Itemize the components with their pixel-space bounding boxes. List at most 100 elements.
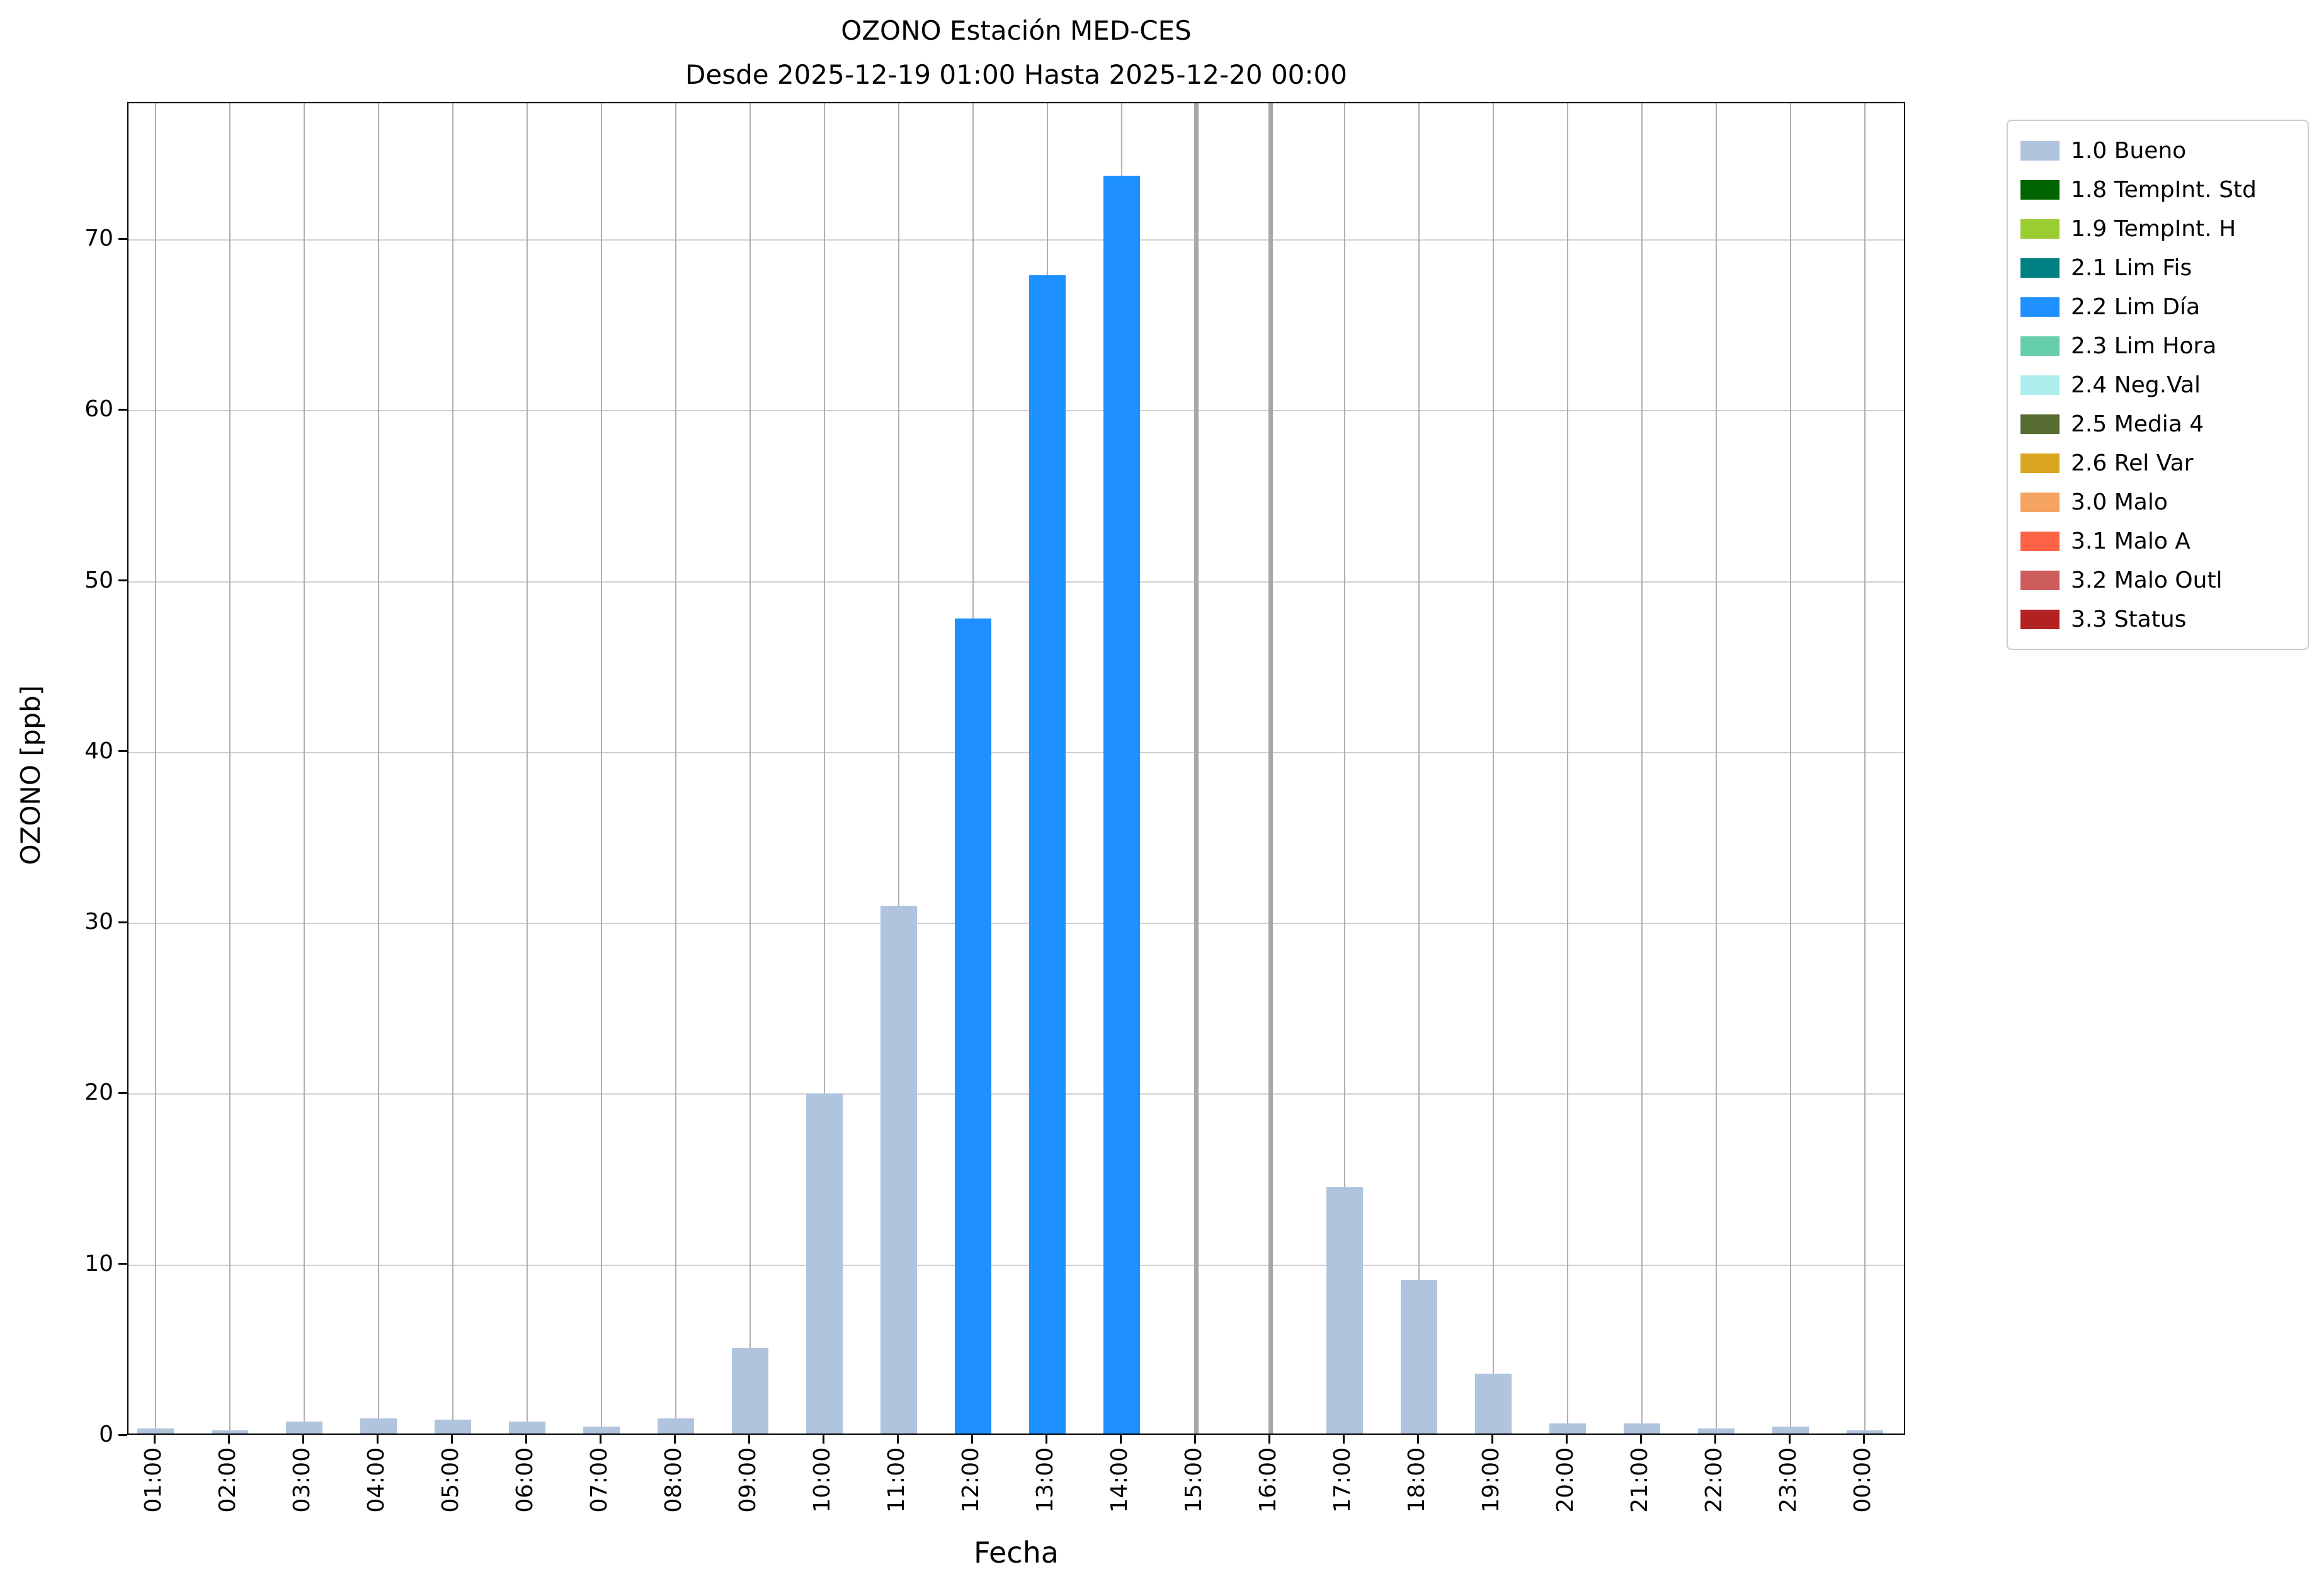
plot-area — [127, 102, 1905, 1435]
y-axis-label: OZONO [ppb] — [15, 685, 46, 865]
legend-label: 2.6 Rel Var — [2071, 450, 2194, 476]
x-tick-mark — [1119, 1435, 1122, 1444]
x-tick-label: 07:00 — [586, 1447, 612, 1513]
y-tick-mark — [118, 1092, 127, 1094]
y-tick-label: 60 — [84, 396, 113, 423]
x-tick-mark — [1714, 1435, 1716, 1444]
x-tick-mark — [748, 1435, 750, 1444]
gridline-vertical — [1418, 103, 1420, 1434]
x-tick-label: 04:00 — [363, 1447, 389, 1513]
legend-swatch — [2020, 258, 2060, 278]
legend-swatch — [2020, 414, 2060, 434]
x-tick-label: 20:00 — [1553, 1447, 1578, 1513]
bar-19:00 — [1475, 1374, 1512, 1434]
x-tick-mark — [302, 1435, 304, 1444]
x-tick-mark — [1342, 1435, 1345, 1444]
y-tick-label: 50 — [84, 567, 113, 593]
missing-data-marker — [1268, 103, 1273, 1434]
x-tick-label: 00:00 — [1850, 1447, 1876, 1513]
legend-swatch — [2020, 180, 2060, 200]
legend-item: 3.1 Malo A — [2020, 522, 2295, 561]
gridline-vertical — [898, 103, 899, 1434]
x-tick-label: 22:00 — [1701, 1447, 1727, 1513]
x-tick-mark — [227, 1435, 230, 1444]
legend-swatch — [2020, 609, 2060, 629]
x-tick-label: 12:00 — [958, 1447, 984, 1513]
x-tick-mark — [376, 1435, 379, 1444]
x-tick-mark — [1639, 1435, 1642, 1444]
gridline-vertical — [1716, 103, 1717, 1434]
x-tick-mark — [1491, 1435, 1493, 1444]
x-tick-mark — [525, 1435, 527, 1444]
gridline-horizontal — [128, 239, 1904, 241]
bar-12:00 — [955, 618, 991, 1434]
gridline-vertical — [824, 103, 825, 1434]
bar-07:00 — [583, 1427, 620, 1434]
bar-00:00 — [1847, 1430, 1883, 1434]
chart-title: OZONO Estación MED-CES — [841, 15, 1192, 46]
x-tick-mark — [1268, 1435, 1270, 1444]
legend-label: 1.0 Bueno — [2071, 137, 2187, 164]
bar-17:00 — [1326, 1187, 1363, 1434]
bar-21:00 — [1624, 1423, 1660, 1434]
x-tick-mark — [1045, 1435, 1047, 1444]
legend-label: 1.9 TempInt. H — [2071, 215, 2236, 242]
legend-swatch — [2020, 453, 2060, 473]
legend-item: 3.2 Malo Outl — [2020, 561, 2295, 600]
gridline-horizontal — [128, 751, 1904, 753]
legend-label: 2.2 Lim Día — [2071, 294, 2201, 320]
legend-item: 2.5 Media 4 — [2020, 404, 2295, 443]
gridline-vertical — [1344, 103, 1345, 1434]
bar-09:00 — [732, 1348, 768, 1434]
bar-14:00 — [1103, 176, 1140, 1434]
legend-swatch — [2020, 297, 2060, 317]
x-tick-label: 18:00 — [1404, 1447, 1430, 1513]
x-tick-mark — [822, 1435, 824, 1444]
gridline-horizontal — [128, 1093, 1904, 1095]
y-tick-mark — [118, 237, 127, 240]
legend-label: 2.3 Lim Hora — [2071, 333, 2217, 359]
gridline-vertical — [378, 103, 379, 1434]
legend-item: 1.0 Bueno — [2020, 131, 2295, 170]
legend-swatch — [2020, 140, 2060, 161]
x-tick-label: 13:00 — [1032, 1447, 1058, 1513]
legend-item: 1.9 TempInt. H — [2020, 209, 2295, 248]
x-tick-label: 08:00 — [661, 1447, 687, 1513]
bar-10:00 — [806, 1093, 843, 1434]
gridline-vertical — [1790, 103, 1791, 1434]
x-tick-mark — [599, 1435, 601, 1444]
chart-subtitle: Desde 2025-12-19 01:00 Hasta 2025-12-20 … — [685, 59, 1347, 90]
y-tick-label: 40 — [84, 738, 113, 764]
gridline-horizontal — [128, 1264, 1904, 1266]
x-tick-mark — [896, 1435, 899, 1444]
x-tick-label: 17:00 — [1330, 1447, 1355, 1513]
gridline-vertical — [1493, 103, 1494, 1434]
x-tick-label: 23:00 — [1775, 1447, 1801, 1513]
bar-02:00 — [212, 1430, 248, 1434]
legend-swatch — [2020, 219, 2060, 239]
bar-18:00 — [1401, 1279, 1437, 1434]
gridline-vertical — [527, 103, 528, 1434]
legend-item: 3.0 Malo — [2020, 482, 2295, 522]
y-tick-mark — [118, 750, 127, 753]
y-tick-label: 0 — [99, 1422, 113, 1447]
x-tick-mark — [1565, 1435, 1568, 1444]
bar-06:00 — [509, 1422, 545, 1434]
bar-01:00 — [137, 1428, 174, 1434]
legend: 1.0 Bueno 1.8 TempInt. Std 1.9 TempInt. H 2… — [2007, 120, 2309, 650]
y-tick-mark — [118, 921, 127, 923]
gridline-vertical — [155, 103, 156, 1434]
legend-label: 1.8 TempInt. Std — [2071, 176, 2257, 203]
x-tick-label: 21:00 — [1627, 1447, 1653, 1513]
x-tick-label: 05:00 — [438, 1447, 464, 1513]
x-tick-label: 11:00 — [884, 1447, 909, 1513]
x-tick-mark — [450, 1435, 453, 1444]
gridline-vertical — [452, 103, 453, 1434]
bar-22:00 — [1698, 1428, 1735, 1434]
x-axis-label: Fecha — [974, 1536, 1059, 1570]
x-tick-mark — [1788, 1435, 1791, 1444]
gridline-vertical — [749, 103, 751, 1434]
legend-swatch — [2020, 570, 2060, 590]
x-tick-label: 02:00 — [215, 1447, 241, 1513]
